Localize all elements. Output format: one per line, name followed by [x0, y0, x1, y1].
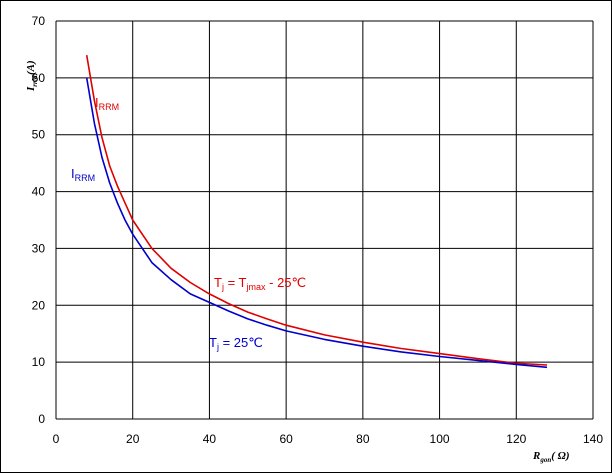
condition-label-blue: Tj = 25℃	[209, 335, 263, 352]
y-tick-label: 70	[32, 14, 46, 28]
x-tick-label: 20	[126, 432, 140, 446]
y-tick-label: 10	[32, 355, 46, 369]
irrm-label-blue: IRRM	[71, 166, 95, 183]
x-tick-label: 80	[356, 432, 370, 446]
y-tick-label: 40	[32, 185, 46, 199]
irrm-label-red: IRRM	[95, 95, 119, 112]
y-tick-label: 20	[32, 298, 46, 312]
condition-label-red: Tj = Tjmax - 25℃	[214, 275, 306, 292]
x-tick-label: 100	[430, 432, 450, 446]
y-tick-label: 50	[32, 128, 46, 142]
x-tick-label: 120	[506, 432, 526, 446]
series-line-red	[85, 54, 548, 366]
series-line-blue	[85, 77, 548, 369]
tick-labels: 0 20 40 60 80 100 120 140 0 10 20 30 40 50 60 70	[32, 14, 604, 446]
x-tick-label: 0	[53, 432, 60, 446]
curves	[85, 54, 548, 369]
y-tick-label: 30	[32, 241, 46, 255]
grid	[55, 20, 594, 420]
y-axis-title: IrrM(A)	[25, 60, 39, 92]
y-tick-label: 0	[38, 412, 45, 426]
x-tick-label: 60	[279, 432, 293, 446]
y-tick-label: 60	[32, 71, 46, 85]
x-tick-label: 140	[583, 432, 603, 446]
x-axis-title: Rgon( Ω)	[532, 450, 570, 464]
x-tick-label: 40	[203, 432, 217, 446]
